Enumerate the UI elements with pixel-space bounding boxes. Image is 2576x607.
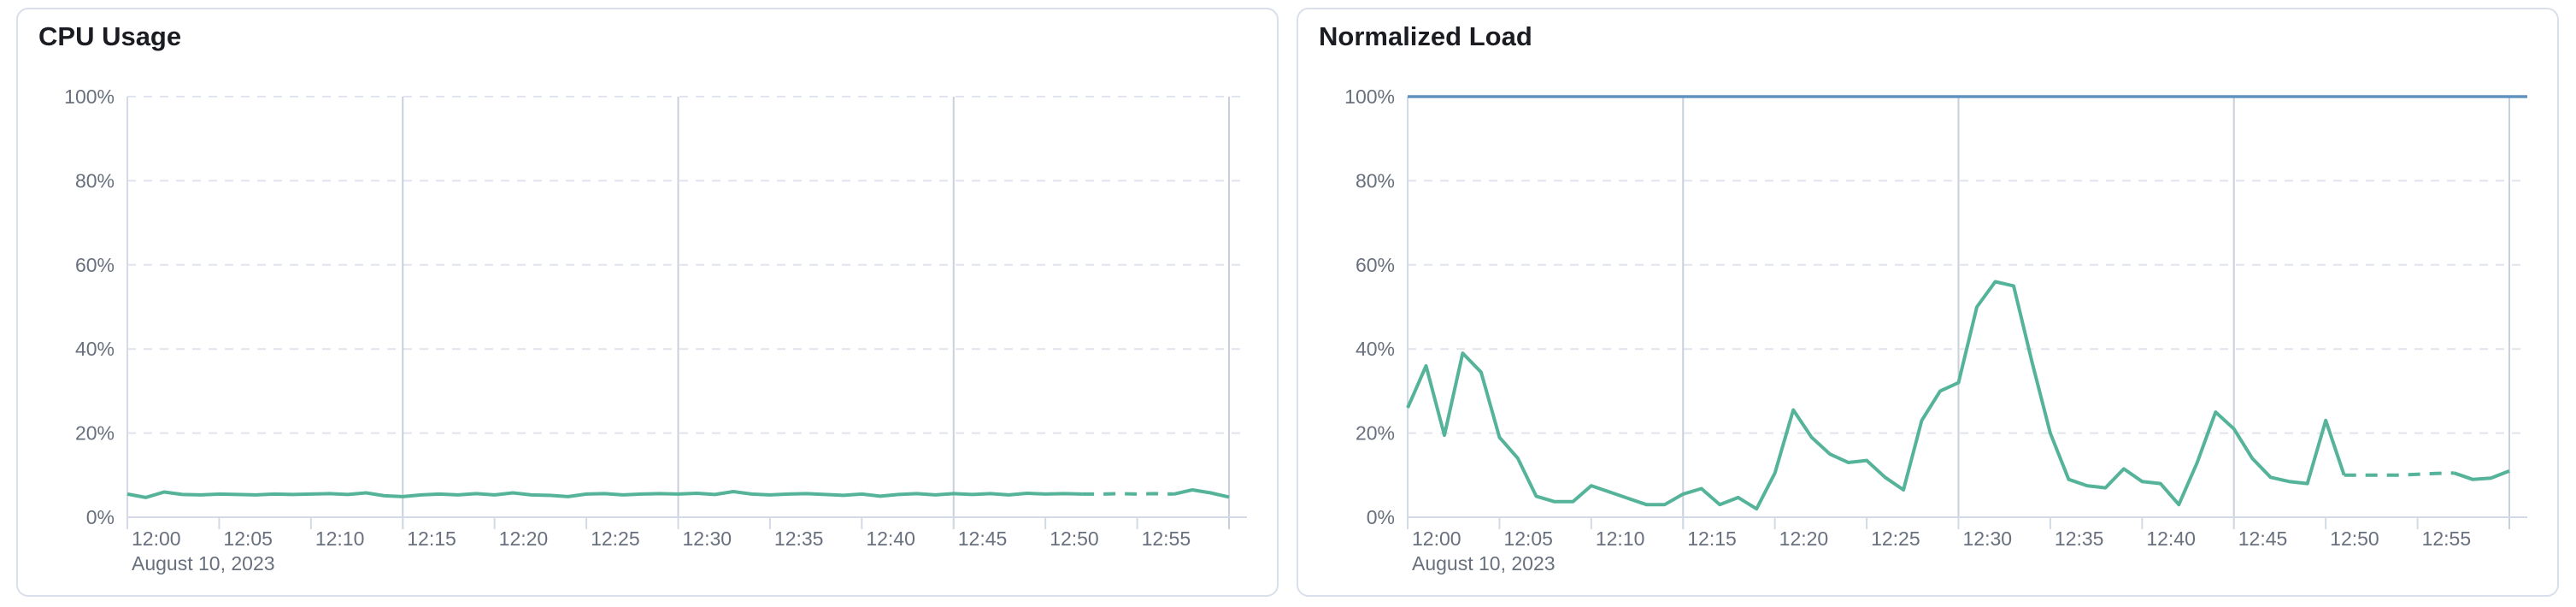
- y-tick-label: 40%: [1356, 338, 1395, 360]
- x-tick-label: 12:45: [958, 527, 1008, 550]
- x-axis-date-label: August 10, 2023: [132, 552, 275, 575]
- cpu-usage-title: CPU Usage: [38, 21, 182, 51]
- cpu-usage-panel: CPU Usage 12:00 12:05 12:10 12:15 12:20 12:25…: [16, 8, 1279, 597]
- series-line-dashed: [2344, 471, 2455, 477]
- x-tick-label: 12:55: [2422, 527, 2472, 550]
- x-tick-label: 12:30: [683, 527, 732, 550]
- x-tick-label: 12:30: [1963, 527, 2013, 550]
- normalized-load-chart[interactable]: 12:00 12:05 12:10 12:15 12:20 12:25 12:30 12:35…: [1298, 9, 2557, 595]
- x-tick-label: 12:40: [2146, 527, 2196, 550]
- y-tick-label: 80%: [1356, 169, 1395, 192]
- normalized-load-panel: Normalized Load 12:00 12:05 12:10 12:15 12:2…: [1297, 8, 2559, 597]
- x-tick-label: 12:05: [1503, 527, 1553, 550]
- x-tick-label: 12:50: [1050, 527, 1099, 550]
- x-tick-label: 12:40: [866, 527, 915, 550]
- x-tick-label: 12:20: [499, 527, 549, 550]
- y-tick-label: 80%: [75, 169, 115, 192]
- x-tick-label: 12:10: [1596, 527, 1645, 550]
- x-tick-label: 12:10: [315, 527, 365, 550]
- y-tick-label: 100%: [64, 85, 115, 108]
- series-line-dashed: [1082, 492, 1174, 496]
- x-tick-label: 12:20: [1779, 527, 1829, 550]
- x-tick-label: 12:05: [223, 527, 273, 550]
- x-axis-date-label: August 10, 2023: [1412, 552, 1556, 575]
- series-line-solid: [126, 490, 1083, 499]
- series-line-solid: [1173, 488, 1230, 499]
- cpu-usage-chart[interactable]: 12:00 12:05 12:10 12:15 12:20 12:25 12:30 12:35…: [18, 9, 1277, 595]
- y-tick-label: 60%: [75, 254, 115, 276]
- y-tick-label: 0%: [1367, 506, 1395, 528]
- normalized-load-title: Normalized Load: [1319, 21, 1532, 51]
- series-line-solid: [1406, 280, 2346, 511]
- x-tick-label: 12:00: [132, 527, 181, 550]
- x-tick-label: 12:35: [2055, 527, 2104, 550]
- series-line-solid: [2453, 469, 2510, 481]
- x-tick-label: 12:35: [774, 527, 824, 550]
- x-tick-label: 12:25: [1871, 527, 1920, 550]
- x-tick-label: 12:50: [2330, 527, 2379, 550]
- x-tick-label: 12:15: [1687, 527, 1737, 550]
- y-tick-label: 40%: [75, 338, 115, 360]
- y-tick-label: 60%: [1356, 254, 1395, 276]
- x-tick-label: 12:15: [407, 527, 456, 550]
- y-tick-label: 20%: [75, 422, 115, 445]
- x-tick-label: 12:45: [2238, 527, 2288, 550]
- y-tick-label: 20%: [1356, 422, 1395, 445]
- x-tick-label: 12:00: [1412, 527, 1461, 550]
- x-tick-label: 12:55: [1142, 527, 1191, 550]
- y-tick-label: 100%: [1344, 85, 1395, 108]
- x-tick-label: 12:25: [591, 527, 640, 550]
- y-tick-label: 0%: [86, 506, 115, 528]
